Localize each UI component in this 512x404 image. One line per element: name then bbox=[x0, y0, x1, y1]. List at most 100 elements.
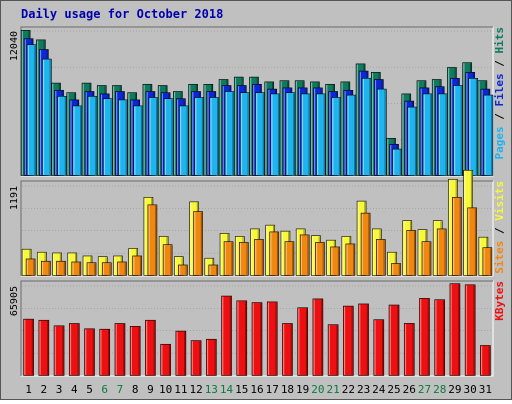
bar-visits-day-1-highlight bbox=[22, 249, 24, 275]
bar-pages-day-23-shadow bbox=[369, 78, 371, 175]
bar-pages-day-25-highlight bbox=[393, 149, 395, 175]
bar-sites-day-1-highlight bbox=[26, 259, 28, 275]
bar-sites-day-2-body bbox=[41, 260, 51, 276]
bar-kbytes-day-15-body bbox=[236, 300, 248, 376]
legend-entry-sites: Sites bbox=[493, 241, 506, 274]
bar-hits-day-7-highlight bbox=[113, 86, 115, 175]
bar-visits-day-15-highlight bbox=[235, 237, 238, 275]
bar-pages-day-1-highlight bbox=[27, 45, 29, 175]
y-tick-label: 1191 bbox=[9, 186, 20, 210]
bar-kbytes-day-3-shadow bbox=[62, 326, 64, 375]
bar-visits-day-6-highlight bbox=[98, 257, 101, 275]
bar-kbytes-day-10-body bbox=[160, 343, 171, 376]
bar-sites-day-31-body bbox=[482, 247, 493, 276]
x-tick-label-day-2: 2 bbox=[41, 383, 48, 396]
bar-sites-day-29 bbox=[452, 197, 462, 276]
bar-kbytes-day-5 bbox=[84, 328, 95, 376]
bar-sites-day-23-shadow bbox=[368, 213, 370, 275]
bar-pages-day-5 bbox=[87, 95, 98, 176]
x-tick-label-day-4: 4 bbox=[71, 383, 78, 396]
bar-pages-day-8 bbox=[133, 105, 143, 176]
bar-sites-day-13 bbox=[208, 264, 219, 276]
bar-sites-day-15-body bbox=[238, 242, 249, 276]
bar-pages-day-21-shadow bbox=[338, 98, 341, 175]
bar-kbytes-day-5-highlight bbox=[85, 329, 87, 375]
bar-kbytes-day-4-shadow bbox=[77, 324, 79, 375]
bar-pages-day-1-shadow bbox=[34, 45, 36, 175]
bar-kbytes-day-22 bbox=[343, 305, 354, 376]
bar-sites-day-30 bbox=[467, 207, 477, 276]
bar-sites-day-17-body bbox=[269, 231, 280, 276]
bar-sites-day-8-highlight bbox=[133, 256, 135, 275]
bar-kbytes-day-6 bbox=[99, 328, 111, 376]
bar-sites-day-26-body bbox=[406, 230, 417, 276]
bar-sites-day-28-highlight bbox=[437, 229, 440, 275]
bar-kbytes-day-24-body bbox=[373, 319, 385, 376]
bar-kbytes-day-12-body bbox=[190, 340, 202, 376]
bar-kbytes-day-4-highlight bbox=[69, 324, 72, 375]
bar-hits-day-28-highlight bbox=[432, 80, 435, 175]
bar-pages-day-30 bbox=[468, 77, 478, 176]
bar-pages-day-7 bbox=[118, 99, 128, 176]
bar-pages-day-26 bbox=[407, 106, 418, 176]
bar-kbytes-day-29 bbox=[449, 283, 461, 376]
bar-visits-day-16-highlight bbox=[251, 229, 253, 275]
x-tick-label-day-12: 12 bbox=[189, 383, 202, 396]
bar-sites-day-21-shadow bbox=[337, 247, 340, 275]
bar-hits-day-24-highlight bbox=[371, 72, 374, 175]
bar-kbytes-day-6-body bbox=[99, 328, 111, 376]
bar-visits-day-29-highlight bbox=[449, 179, 451, 275]
bar-visits-day-10-highlight bbox=[159, 237, 161, 275]
bar-sites-day-27 bbox=[421, 241, 432, 276]
bar-files-day-26-highlight bbox=[405, 101, 407, 175]
bar-hits-day-8-highlight bbox=[128, 93, 130, 175]
x-tick-label-day-7: 7 bbox=[117, 383, 124, 396]
bar-kbytes-day-15-highlight bbox=[237, 301, 239, 375]
bar-visits-day-20-highlight bbox=[312, 236, 314, 275]
bar-pages-day-22-shadow bbox=[354, 95, 356, 175]
bar-kbytes-day-1-highlight bbox=[24, 319, 26, 375]
bar-kbytes-day-30 bbox=[464, 284, 476, 376]
x-tick-label-day-29: 29 bbox=[448, 383, 461, 396]
bar-kbytes-day-2-highlight bbox=[39, 320, 41, 375]
bar-kbytes-day-7 bbox=[114, 323, 126, 376]
bar-files-day-5-highlight bbox=[85, 92, 87, 175]
bar-kbytes-day-21-body bbox=[327, 324, 339, 376]
x-tick-label-day-24: 24 bbox=[372, 383, 386, 396]
bar-hits-day-10-highlight bbox=[158, 86, 160, 175]
bar-kbytes-day-23-body bbox=[358, 303, 369, 376]
bar-kbytes-day-21-highlight bbox=[328, 325, 330, 375]
bar-pages-day-4-shadow bbox=[79, 106, 82, 175]
bar-pages-day-16-shadow bbox=[262, 93, 264, 175]
bar-pages-day-12-highlight bbox=[195, 98, 197, 175]
bar-pages-day-23 bbox=[361, 77, 372, 176]
bar-hits-day-9-highlight bbox=[143, 84, 145, 175]
bar-visits-day-13-highlight bbox=[205, 258, 207, 275]
bar-sites-day-14-body bbox=[223, 241, 234, 276]
bar-files-day-11-highlight bbox=[176, 99, 179, 175]
bar-pages-day-9-shadow bbox=[156, 98, 158, 175]
bar-pages-day-13-highlight bbox=[210, 98, 212, 175]
bar-pages-day-27-shadow bbox=[430, 94, 432, 175]
bar-kbytes-day-28-highlight bbox=[435, 300, 437, 375]
bar-hits-day-21-highlight bbox=[326, 84, 328, 175]
bar-sites-day-23-highlight bbox=[361, 213, 363, 275]
x-tick-label-day-1: 1 bbox=[25, 383, 32, 396]
bar-kbytes-day-19-body bbox=[297, 307, 308, 376]
bar-sites-day-8 bbox=[132, 255, 142, 276]
bar-sites-day-22-body bbox=[345, 243, 356, 276]
bar-pages-day-5-highlight bbox=[88, 96, 90, 175]
bar-pages-day-14 bbox=[224, 91, 235, 176]
bar-pages-day-25 bbox=[392, 148, 402, 176]
panel-visits-sites-edge bbox=[20, 180, 493, 276]
bar-sites-day-24-body bbox=[376, 239, 386, 276]
bar-kbytes-day-4-body bbox=[68, 323, 80, 376]
legend-kbytes: KBytes bbox=[493, 281, 506, 321]
bar-kbytes-day-28-shadow bbox=[442, 300, 445, 375]
bar-kbytes-day-30-highlight bbox=[465, 285, 467, 375]
bar-files-day-15-highlight bbox=[237, 86, 240, 175]
bar-visits-day-14-highlight bbox=[220, 234, 222, 275]
bar-sites-day-3-highlight bbox=[57, 261, 59, 275]
bar-pages-day-9 bbox=[148, 97, 159, 176]
